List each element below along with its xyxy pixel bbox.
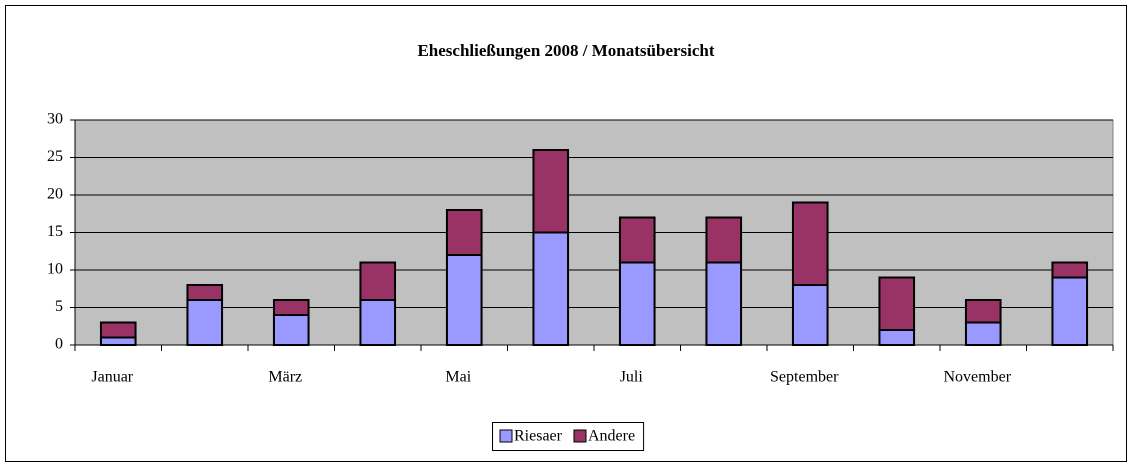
bar-segment [445,254,483,346]
bar-segment [532,149,570,234]
bar-segment [272,314,310,346]
bar-segment [99,336,137,346]
x-tick-label: Mai [445,369,471,386]
y-tick-label: 5 [55,298,63,315]
bar-segment [964,299,1002,324]
y-tick-label: 0 [55,336,63,353]
bar-segment [1051,276,1089,346]
bar-segment [186,299,224,346]
bar-segment [878,276,916,331]
y-tick-label: 30 [47,111,63,128]
bar-segment [359,261,397,301]
bar-segment [705,216,743,264]
legend-swatch [499,429,513,443]
chart-title: Eheschließungen 2008 / Monatsübersicht [417,41,714,60]
bar-segment [359,299,397,346]
bar-segment [791,201,829,286]
x-tick-label: März [268,369,302,386]
legend-box [492,422,645,451]
x-tick-label: Januar [91,369,133,386]
bar-segment [532,231,570,346]
legend-label: Andere [588,428,635,445]
x-tick-label: September [770,369,839,386]
bar-segment [618,216,656,264]
bar-segment [791,284,829,346]
y-tick-label: 15 [47,223,63,240]
x-tick-label: November [943,369,1011,386]
bar-segment [705,261,743,346]
bar-segment [99,321,137,339]
legend-swatch [573,429,587,443]
y-tick-label: 10 [47,261,63,278]
bar-segment [186,284,224,301]
bar-segment [1051,261,1089,279]
legend: Riesaer Andere [492,422,645,451]
bar-segment [445,209,483,256]
x-tick-label: Juli [620,369,644,386]
bar-segment [618,261,656,346]
bar-segment [272,299,310,316]
legend-label: Riesaer [514,428,563,445]
bar-segment [878,329,916,346]
bar-segment [964,321,1002,346]
y-tick-label: 25 [47,148,63,165]
y-tick-label: 20 [47,186,63,203]
